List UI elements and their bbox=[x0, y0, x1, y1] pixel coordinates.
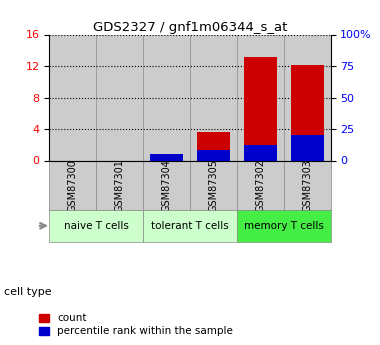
Bar bbox=[197, 132, 230, 160]
Text: cell type: cell type bbox=[4, 287, 51, 296]
Bar bbox=[284, 34, 331, 160]
Bar bbox=[49, 34, 96, 160]
Text: GSM87303: GSM87303 bbox=[302, 159, 312, 212]
Bar bbox=[143, 160, 190, 210]
Text: GSM87305: GSM87305 bbox=[209, 159, 218, 212]
Bar bbox=[244, 145, 277, 160]
Bar bbox=[291, 65, 324, 160]
Bar bbox=[49, 160, 96, 210]
Text: tolerant T cells: tolerant T cells bbox=[151, 221, 229, 231]
Bar bbox=[143, 34, 190, 160]
Bar bbox=[197, 150, 230, 160]
Text: GSM87301: GSM87301 bbox=[115, 159, 125, 212]
Bar bbox=[190, 160, 237, 210]
Bar bbox=[49, 210, 143, 241]
Text: GDS2327 / gnf1m06344_s_at: GDS2327 / gnf1m06344_s_at bbox=[93, 21, 287, 34]
Bar bbox=[237, 210, 331, 241]
Bar bbox=[96, 160, 143, 210]
Bar bbox=[143, 210, 237, 241]
Bar bbox=[150, 154, 183, 160]
Legend: count, percentile rank within the sample: count, percentile rank within the sample bbox=[40, 313, 233, 336]
Bar bbox=[244, 57, 277, 160]
Text: GSM87304: GSM87304 bbox=[162, 159, 171, 212]
Bar bbox=[96, 34, 143, 160]
Text: GSM87302: GSM87302 bbox=[255, 159, 265, 212]
Bar bbox=[190, 34, 237, 160]
Bar bbox=[291, 135, 324, 160]
Text: GSM87300: GSM87300 bbox=[68, 159, 78, 212]
Bar bbox=[284, 160, 331, 210]
Text: memory T cells: memory T cells bbox=[244, 221, 324, 231]
Bar bbox=[237, 160, 284, 210]
Bar bbox=[237, 34, 284, 160]
Text: naive T cells: naive T cells bbox=[64, 221, 129, 231]
Bar bbox=[150, 158, 183, 160]
